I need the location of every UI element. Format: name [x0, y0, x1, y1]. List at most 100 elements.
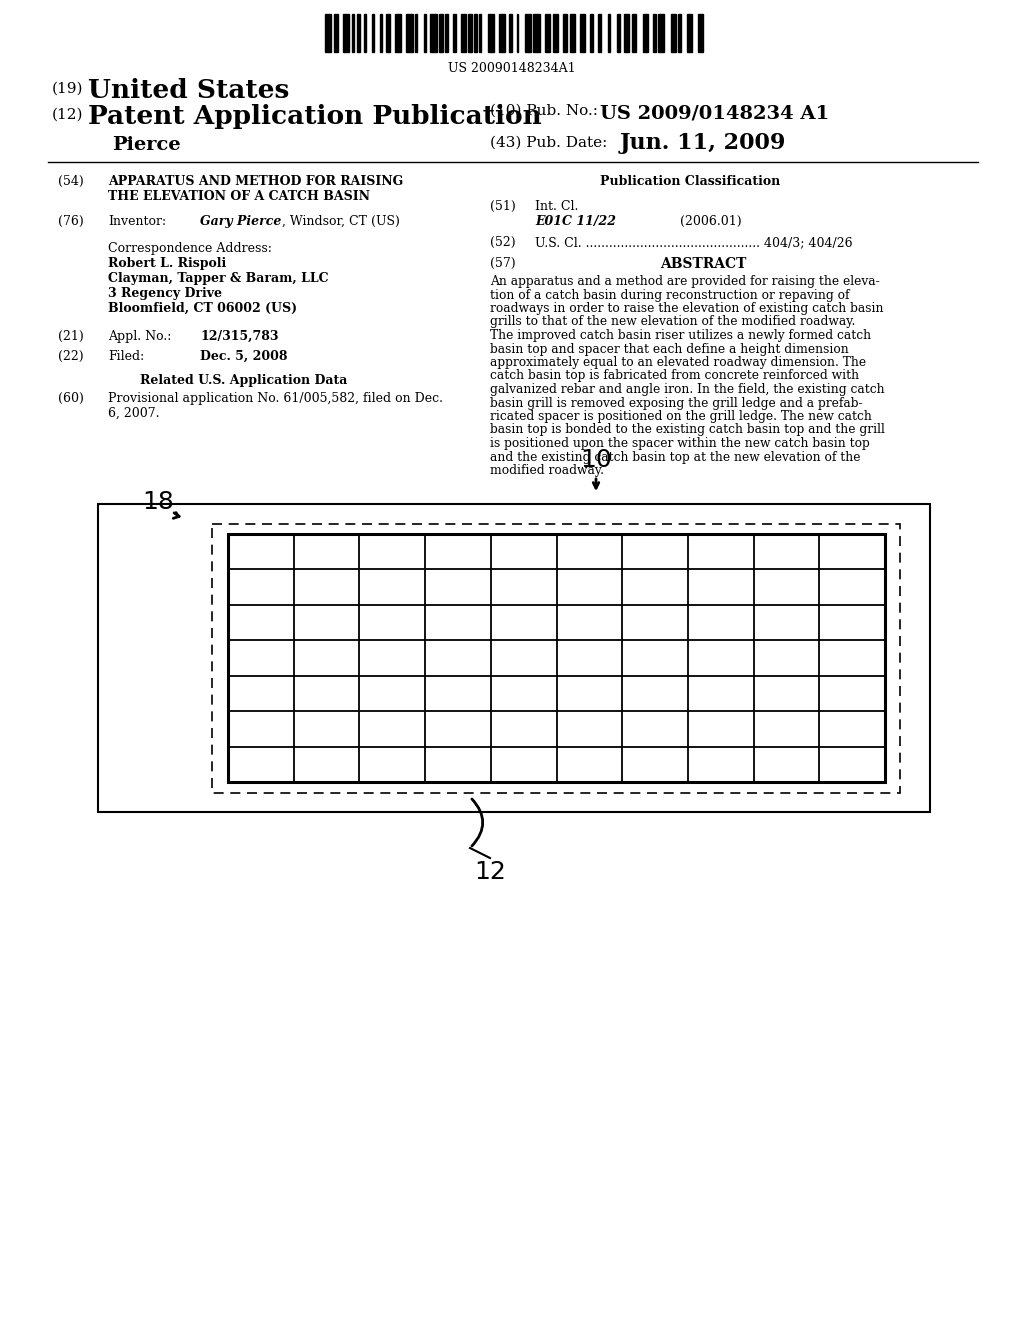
Text: (51): (51) [490, 201, 516, 213]
Text: basin top is bonded to the existing catch basin top and the grill: basin top is bonded to the existing catc… [490, 424, 885, 437]
Text: (52): (52) [490, 236, 516, 249]
Text: (57): (57) [490, 257, 516, 271]
Text: tion of a catch basin during reconstruction or repaving of: tion of a catch basin during reconstruct… [490, 289, 850, 301]
Text: (19): (19) [52, 82, 84, 96]
Text: Related U.S. Application Data: Related U.S. Application Data [140, 374, 347, 387]
Bar [444, 15, 447, 51]
Bar [687, 15, 692, 51]
Bar [352, 15, 353, 51]
Bar [633, 15, 636, 51]
Bar [479, 15, 481, 51]
Text: U.S. Cl. ............................................. 404/3; 404/26: U.S. Cl. ...............................… [535, 236, 853, 249]
Text: Bloomfield, CT 06002 (US): Bloomfield, CT 06002 (US) [108, 302, 297, 315]
Bar [658, 15, 664, 51]
Bar [643, 15, 648, 51]
Text: Robert L. Rispoli: Robert L. Rispoli [108, 257, 226, 271]
Text: 6, 2007.: 6, 2007. [108, 407, 160, 420]
Bar [454, 15, 457, 51]
Bar [372, 15, 374, 51]
Bar [461, 15, 466, 51]
Bar [532, 15, 540, 51]
Bar [395, 15, 400, 51]
Text: (2006.01): (2006.01) [680, 215, 741, 228]
Bar [415, 15, 417, 51]
Bar [365, 15, 367, 51]
Text: is positioned upon the spacer within the new catch basin top: is positioned upon the spacer within the… [490, 437, 869, 450]
Bar [500, 15, 505, 51]
Text: (10) Pub. No.:: (10) Pub. No.: [490, 104, 598, 117]
Bar [430, 15, 437, 51]
Bar [380, 15, 382, 51]
Bar [553, 15, 558, 51]
Text: (54): (54) [58, 176, 84, 187]
Bar [325, 15, 331, 51]
Bar [562, 15, 567, 51]
Text: (43) Pub. Date:: (43) Pub. Date: [490, 136, 607, 150]
Text: Publication Classification: Publication Classification [600, 176, 780, 187]
Bar [343, 15, 349, 51]
Text: approximately equal to an elevated roadway dimension. The: approximately equal to an elevated roadw… [490, 356, 866, 370]
Bar [671, 15, 676, 51]
Text: roadways in order to raise the elevation of existing catch basin: roadways in order to raise the elevation… [490, 302, 884, 315]
Text: Filed:: Filed: [108, 350, 144, 363]
Text: (22): (22) [58, 350, 84, 363]
Text: Gary Pierce: Gary Pierce [200, 215, 282, 228]
Text: ricated spacer is positioned on the grill ledge. The new catch: ricated spacer is positioned on the gril… [490, 411, 871, 422]
Text: Provisional application No. 61/005,582, filed on Dec.: Provisional application No. 61/005,582, … [108, 392, 443, 405]
Text: 12: 12 [474, 861, 506, 884]
Bar [424, 15, 426, 51]
Text: and the existing catch basin top at the new elevation of the: and the existing catch basin top at the … [490, 450, 860, 463]
Bar [509, 15, 512, 51]
Bar [590, 15, 593, 51]
Text: 10: 10 [580, 447, 611, 473]
Text: modified roadway.: modified roadway. [490, 465, 604, 477]
Bar [334, 15, 338, 51]
Text: ABSTRACT: ABSTRACT [660, 257, 746, 271]
Text: catch basin top is fabricated from concrete reinforced with: catch basin top is fabricated from concr… [490, 370, 859, 383]
Text: Inventor:: Inventor: [108, 215, 166, 228]
Text: Pierce: Pierce [112, 136, 180, 154]
Bar [678, 15, 681, 51]
Text: basin grill is removed exposing the grill ledge and a prefab-: basin grill is removed exposing the gril… [490, 396, 862, 409]
Bar [617, 15, 620, 51]
Bar [98, 504, 930, 812]
Text: E01C 11/22: E01C 11/22 [535, 215, 616, 228]
Bar [487, 15, 494, 51]
Text: United States: United States [88, 78, 290, 103]
Bar [356, 15, 360, 51]
Bar [468, 15, 472, 51]
Text: (60): (60) [58, 392, 84, 405]
Text: US 20090148234A1: US 20090148234A1 [449, 62, 575, 75]
Bar [525, 15, 530, 51]
Bar [228, 535, 885, 781]
Text: APPARATUS AND METHOD FOR RAISING: APPARATUS AND METHOD FOR RAISING [108, 176, 403, 187]
Bar [474, 15, 477, 51]
Text: Int. Cl.: Int. Cl. [535, 201, 579, 213]
Text: The improved catch basin riser utilizes a newly formed catch: The improved catch basin riser utilizes … [490, 329, 871, 342]
Bar [598, 15, 601, 51]
Bar [516, 15, 518, 51]
Text: (76): (76) [58, 215, 84, 228]
Bar [386, 15, 390, 51]
Bar [607, 15, 610, 51]
Text: THE ELEVATION OF A CATCH BASIN: THE ELEVATION OF A CATCH BASIN [108, 190, 370, 203]
Text: galvanized rebar and angle iron. In the field, the existing catch: galvanized rebar and angle iron. In the … [490, 383, 885, 396]
Bar [212, 524, 900, 793]
Text: (21): (21) [58, 330, 84, 343]
Text: Jun. 11, 2009: Jun. 11, 2009 [620, 132, 786, 154]
Bar [697, 15, 703, 51]
Text: Patent Application Publication: Patent Application Publication [88, 104, 542, 129]
Bar [439, 15, 442, 51]
Bar [580, 15, 586, 51]
Bar [624, 15, 629, 51]
Text: 3 Regency Drive: 3 Regency Drive [108, 286, 222, 300]
Text: Appl. No.:: Appl. No.: [108, 330, 171, 343]
Text: An apparatus and a method are provided for raising the eleva-: An apparatus and a method are provided f… [490, 275, 880, 288]
Text: , Windsor, CT (US): , Windsor, CT (US) [282, 215, 400, 228]
Text: 12/315,783: 12/315,783 [200, 330, 279, 343]
Bar [570, 15, 574, 51]
Text: US 2009/0148234 A1: US 2009/0148234 A1 [600, 104, 829, 121]
Text: Clayman, Tapper & Baram, LLC: Clayman, Tapper & Baram, LLC [108, 272, 329, 285]
Text: Dec. 5, 2008: Dec. 5, 2008 [200, 350, 288, 363]
Bar [407, 15, 413, 51]
